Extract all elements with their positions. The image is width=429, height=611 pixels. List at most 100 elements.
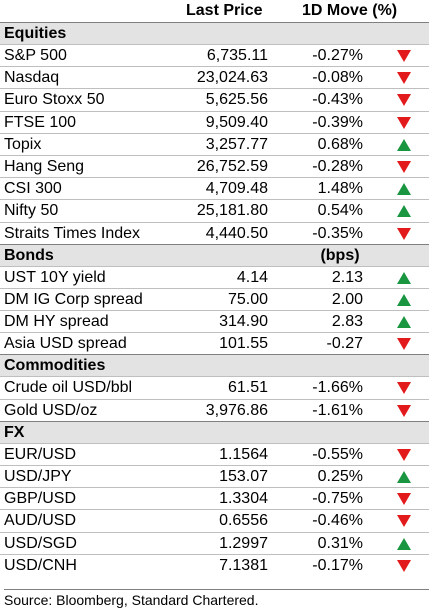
row-name: GBP/USD <box>4 490 77 508</box>
section-commodities: Commodities <box>0 354 429 377</box>
row-name: CSI 300 <box>4 180 62 198</box>
triangle-down-icon <box>397 72 411 85</box>
row-move: 2.13 <box>331 268 363 286</box>
table-body: Equities S&P 500 6,735.11 -0.27% Nasdaq 23,02… <box>0 22 429 576</box>
source-note: Source: Bloomberg, Standard Chartered. <box>4 589 429 610</box>
triangle-down-icon <box>397 448 411 461</box>
row-price: 4.14 <box>236 268 268 286</box>
row-name: Euro Stoxx 50 <box>4 91 105 109</box>
row-move: -0.27 <box>326 335 363 353</box>
table-row: Hang Seng 26,752.59 -0.28% <box>0 154 429 177</box>
row-move: -0.27% <box>312 47 363 64</box>
row-name: UST 10Y yield <box>4 268 106 286</box>
table-row: UST 10Y yield 4.14 2.13 <box>0 265 429 288</box>
row-move: -0.08% <box>312 69 363 87</box>
triangle-up-icon <box>397 271 411 284</box>
row-price: 153.07 <box>219 468 268 485</box>
row-name: Crude oil USD/bbl <box>4 379 133 397</box>
row-price: 4,709.48 <box>205 180 268 198</box>
last-price-header: Last Price <box>186 2 263 19</box>
table-row: S&P 500 6,735.11 -0.27% <box>0 44 429 66</box>
row-price: 26,752.59 <box>196 157 268 175</box>
row-name: S&P 500 <box>4 47 67 64</box>
triangle-down-icon <box>397 116 411 129</box>
row-price: 4,440.50 <box>205 224 268 242</box>
row-move: 2.00 <box>331 290 363 308</box>
row-name: Gold USD/oz <box>4 401 98 419</box>
row-move: -1.66% <box>312 379 363 397</box>
row-move: 0.68% <box>317 135 363 153</box>
row-price: 3,976.86 <box>205 401 268 419</box>
row-name: Straits Times Index <box>4 224 141 242</box>
triangle-down-icon <box>397 559 411 572</box>
row-price: 6,735.11 <box>206 47 268 64</box>
row-move: -0.39% <box>312 113 363 131</box>
table-row: Nifty 50 25,181.80 0.54% <box>0 199 429 221</box>
row-price: 101.55 <box>219 335 268 353</box>
row-name: FTSE 100 <box>4 113 77 131</box>
section-title: Bonds <box>4 246 54 264</box>
row-move: -1.61% <box>312 401 363 419</box>
table-row: Topix 3,257.77 0.68% <box>0 132 429 155</box>
row-price: 25,181.80 <box>196 202 268 220</box>
row-name: AUD/USD <box>4 512 77 530</box>
triangle-down-icon <box>397 160 411 173</box>
row-price: 75.00 <box>227 290 268 308</box>
row-name: Asia USD spread <box>4 335 127 353</box>
row-move: 0.31% <box>317 534 363 552</box>
triangle-up-icon <box>397 471 411 483</box>
row-price: 5,625.56 <box>205 91 268 109</box>
section-bonds: Bonds (bps) <box>0 243 429 266</box>
row-move: -0.43% <box>312 91 363 109</box>
row-name: USD/SGD <box>4 534 77 552</box>
row-move: -0.17% <box>312 556 363 574</box>
triangle-up-icon <box>397 138 411 151</box>
section-equities: Equities <box>0 22 429 44</box>
row-move: 2.83 <box>331 313 363 331</box>
row-price: 7.1381 <box>219 556 268 574</box>
table-row: CSI 300 4,709.48 1.48% <box>0 177 429 199</box>
row-move: -0.28% <box>312 157 363 175</box>
triangle-down-icon <box>397 338 411 351</box>
triangle-up-icon <box>397 205 411 218</box>
row-price: 9,509.40 <box>205 113 268 131</box>
row-move: -0.75% <box>312 490 363 508</box>
table-row: USD/JPY 153.07 0.25% <box>0 465 429 487</box>
row-move: 0.25% <box>317 468 363 485</box>
table-row: Asia USD spread 101.55 -0.27 <box>0 332 429 354</box>
row-price: 1.2997 <box>219 534 268 552</box>
row-move: -0.46% <box>312 512 363 530</box>
row-price: 23,024.63 <box>196 69 268 87</box>
table-row: DM IG Corp spread 75.00 2.00 <box>0 287 429 310</box>
row-name: Topix <box>4 135 42 153</box>
row-price: 0.6556 <box>219 512 268 530</box>
market-table: Last Price 1D Move (%) Equities S&P 500 6,… <box>0 0 429 576</box>
row-name: EUR/USD <box>4 445 77 463</box>
row-name: DM IG Corp spread <box>4 290 143 308</box>
triangle-up-icon <box>397 537 411 550</box>
table-row: Gold USD/oz 3,976.86 -1.61% <box>0 398 429 421</box>
row-price: 3,257.77 <box>205 135 268 153</box>
table-row: DM HY spread 314.90 2.83 <box>0 310 429 332</box>
row-move: -0.55% <box>312 445 363 463</box>
table-header: Last Price 1D Move (%) <box>0 0 429 22</box>
row-name: Nasdaq <box>4 69 60 87</box>
triangle-down-icon <box>397 515 411 528</box>
section-fx: FX <box>0 420 429 443</box>
section-title: FX <box>4 423 25 441</box>
section-title: Equities <box>4 25 67 42</box>
table-row: USD/SGD 1.2997 0.31% <box>0 531 429 554</box>
table-row: Nasdaq 23,024.63 -0.08% <box>0 66 429 88</box>
triangle-down-icon <box>397 493 411 506</box>
row-price: 1.3304 <box>219 490 268 508</box>
row-name: USD/CNH <box>4 556 77 574</box>
table-row: GBP/USD 1.3304 -0.75% <box>0 487 429 509</box>
triangle-down-icon <box>397 382 411 395</box>
table-row: EUR/USD 1.1564 -0.55% <box>0 442 429 465</box>
row-price: 61.51 <box>227 379 268 397</box>
row-name: Nifty 50 <box>4 202 59 220</box>
table-row: Straits Times Index 4,440.50 -0.35% <box>0 221 429 244</box>
triangle-down-icon <box>397 94 411 107</box>
row-price: 314.90 <box>219 313 268 331</box>
triangle-down-icon <box>397 227 411 240</box>
